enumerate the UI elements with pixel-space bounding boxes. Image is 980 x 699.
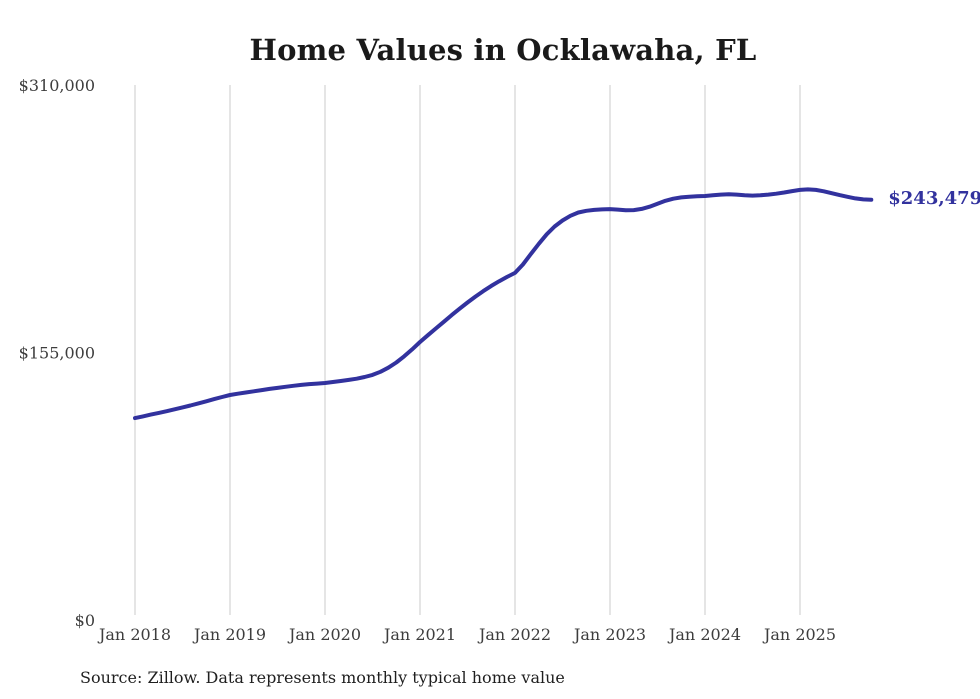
home-value-line <box>133 187 874 421</box>
y-tick-label: $155,000 <box>19 344 95 363</box>
x-tick-label: Jan 2022 <box>477 625 551 644</box>
end-value-label: $243,479 <box>888 188 980 209</box>
x-tick-label: Jan 2020 <box>287 625 361 644</box>
gridlines <box>134 85 801 615</box>
y-tick-label: $310,000 <box>19 76 95 95</box>
chart-title: Home Values in Ocklawaha, FL <box>249 33 757 67</box>
y-tick-label: $0 <box>75 611 95 630</box>
x-tick-label: Jan 2024 <box>667 625 741 644</box>
x-tick-label: Jan 2019 <box>192 625 266 644</box>
x-tick-label: Jan 2018 <box>97 625 171 644</box>
y-axis-labels: $0 $155,000 $310,000 <box>19 76 95 630</box>
x-tick-label: Jan 2023 <box>572 625 646 644</box>
x-tick-label: Jan 2025 <box>762 625 836 644</box>
source-note: Source: Zillow. Data represents monthly … <box>80 668 565 687</box>
x-axis-labels: Jan 2018 Jan 2019 Jan 2020 Jan 2021 Jan 2022… <box>97 625 836 644</box>
x-tick-label: Jan 2021 <box>382 625 456 644</box>
